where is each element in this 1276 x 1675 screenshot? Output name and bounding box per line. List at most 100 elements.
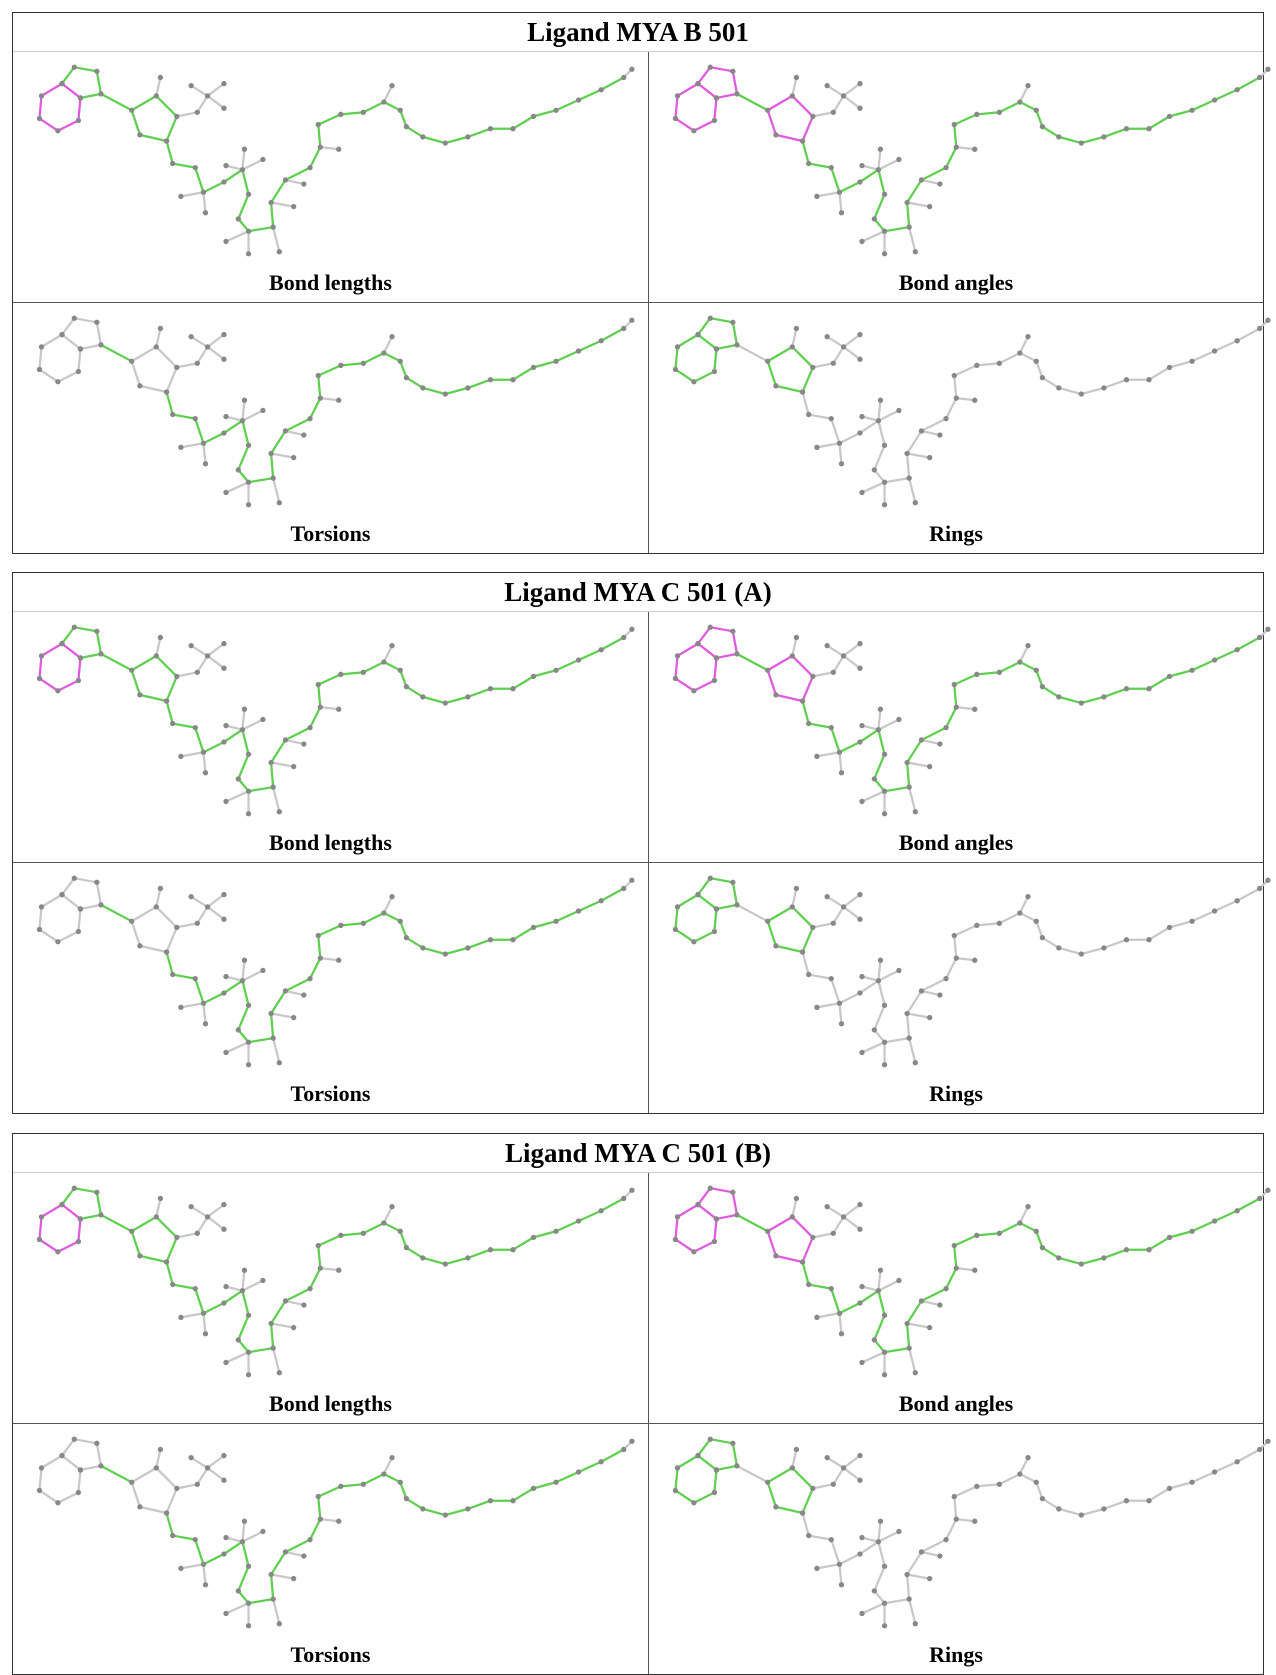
bond xyxy=(190,1205,209,1218)
bond xyxy=(38,368,59,383)
bond xyxy=(1081,695,1105,705)
panel-caption: Torsions xyxy=(290,1642,371,1667)
bond xyxy=(976,1483,1000,1488)
atom xyxy=(1033,107,1039,113)
atom xyxy=(98,342,104,348)
panel: Bond lengths xyxy=(13,1173,648,1423)
bond xyxy=(920,166,947,181)
atom xyxy=(530,924,537,931)
bond xyxy=(1214,899,1238,913)
atom xyxy=(953,955,959,961)
atom xyxy=(389,893,395,900)
atom xyxy=(38,344,45,350)
bond xyxy=(237,469,250,483)
bond xyxy=(317,1234,342,1247)
bond xyxy=(131,345,157,363)
atom xyxy=(881,1563,888,1569)
atom xyxy=(235,1027,241,1033)
atom xyxy=(974,922,980,929)
bond xyxy=(861,481,886,494)
atom xyxy=(192,1285,198,1292)
bond xyxy=(512,1236,535,1251)
atom xyxy=(1166,113,1173,120)
bond xyxy=(838,443,843,464)
bond xyxy=(57,679,79,692)
atom xyxy=(906,1596,912,1602)
bond xyxy=(74,1438,98,1445)
atom xyxy=(1189,107,1195,113)
bond xyxy=(74,1187,98,1194)
atom xyxy=(1033,358,1039,364)
atom xyxy=(381,350,387,356)
atom xyxy=(221,1452,227,1459)
bond xyxy=(194,167,205,193)
bond xyxy=(270,1012,294,1019)
atom xyxy=(270,1345,276,1351)
atom xyxy=(36,675,43,682)
atom xyxy=(192,1536,198,1543)
atom xyxy=(420,1255,426,1261)
bond xyxy=(766,360,777,387)
atom xyxy=(1039,683,1046,690)
bond xyxy=(533,920,557,929)
bond xyxy=(270,1322,294,1329)
atom xyxy=(1123,937,1130,943)
bond xyxy=(906,739,923,764)
atom xyxy=(871,1027,877,1033)
atom xyxy=(360,360,367,366)
bond xyxy=(1214,1209,1238,1223)
atom xyxy=(859,1534,865,1541)
atom xyxy=(1265,1187,1271,1193)
molecule xyxy=(36,624,635,817)
atom xyxy=(765,107,771,113)
atom xyxy=(730,879,736,885)
atom xyxy=(307,1285,313,1292)
atom xyxy=(707,1436,713,1442)
panel-caption: Bond lengths xyxy=(269,1391,392,1416)
atom xyxy=(1146,686,1152,692)
bond xyxy=(998,1222,1021,1235)
atom xyxy=(943,164,949,171)
bond xyxy=(736,1213,769,1233)
atom xyxy=(912,500,918,506)
atom xyxy=(381,659,387,665)
bond xyxy=(223,1289,244,1304)
atom xyxy=(77,95,84,101)
bond xyxy=(716,343,738,351)
bond xyxy=(998,912,1021,925)
bond xyxy=(838,1313,843,1334)
atom xyxy=(178,1314,184,1321)
bond xyxy=(1169,109,1193,118)
bond xyxy=(801,926,814,953)
atom xyxy=(859,973,865,980)
bond xyxy=(826,895,845,908)
atom xyxy=(1166,1485,1173,1492)
bond xyxy=(194,978,205,1004)
atom xyxy=(381,1471,387,1477)
bond xyxy=(194,727,205,753)
bond xyxy=(95,882,103,906)
atom xyxy=(1257,1195,1263,1202)
bond xyxy=(555,1470,580,1484)
atom xyxy=(192,415,198,422)
bond xyxy=(697,82,718,99)
bond xyxy=(998,661,1021,674)
bond xyxy=(710,66,734,73)
atom xyxy=(221,665,227,671)
atom xyxy=(713,655,720,661)
atom xyxy=(951,681,957,688)
atom xyxy=(59,1201,65,1208)
bond xyxy=(165,951,174,975)
atom xyxy=(188,642,194,649)
atom xyxy=(937,432,943,438)
molecule xyxy=(672,315,1271,508)
bond xyxy=(61,877,76,896)
bond xyxy=(906,761,930,768)
bond xyxy=(74,317,98,324)
atom xyxy=(204,93,211,99)
bond xyxy=(445,386,469,396)
bond xyxy=(172,973,196,980)
bond xyxy=(791,328,798,348)
atom xyxy=(1017,1220,1023,1226)
bond xyxy=(422,1507,446,1517)
